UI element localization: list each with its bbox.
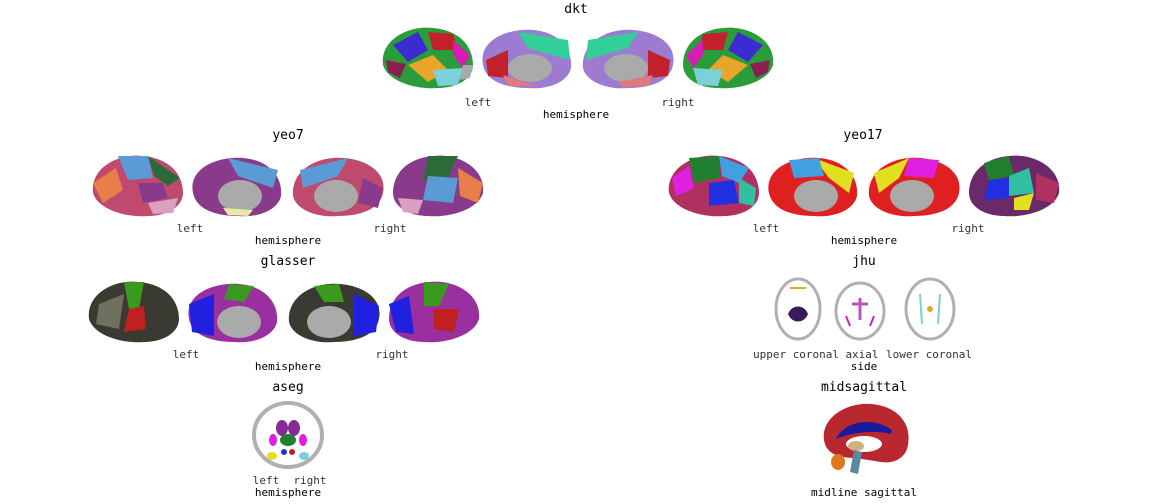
axis-label-yeo7: hemisphere	[254, 234, 322, 247]
view-label-midline-sagittal: midline sagittal	[811, 486, 917, 499]
axis-label-jhu: side	[850, 360, 878, 373]
brain-slices-jhu	[774, 277, 956, 341]
hemisphere-label-right: right	[661, 96, 695, 109]
panel-title-midsagittal: midsagittal	[820, 380, 908, 395]
panel-title-aseg: aseg	[272, 380, 304, 395]
hemisphere-label-left: left	[464, 96, 492, 109]
hemisphere-label-right: right	[951, 222, 985, 235]
hemisphere-label-right: right	[293, 474, 327, 487]
view-label-lower-coronal: lower coronal	[885, 348, 973, 361]
axis-label-glasser: hemisphere	[254, 360, 322, 373]
axis-label-dkt: hemisphere	[542, 108, 610, 121]
brain-surfaces-dkt	[382, 27, 774, 89]
panel-title-jhu: jhu	[852, 254, 876, 269]
hemisphere-label-right: right	[373, 222, 407, 235]
view-label-axial: axial	[845, 348, 879, 361]
hemisphere-label-right: right	[375, 348, 409, 361]
brain-surfaces-yeo7	[92, 155, 484, 217]
panel-title-yeo7: yeo7	[272, 128, 304, 143]
brain-surfaces-yeo17	[668, 155, 1060, 217]
brain-surfaces-glasser	[88, 281, 480, 343]
axis-label-yeo17: hemisphere	[830, 234, 898, 247]
brain-slice-aseg	[252, 401, 324, 469]
panel-title-glasser: glasser	[260, 254, 316, 269]
axis-label-aseg: hemisphere	[254, 486, 322, 499]
panel-title-yeo17: yeo17	[843, 128, 883, 143]
hemisphere-label-left: left	[752, 222, 780, 235]
panel-title-dkt: dkt	[564, 2, 588, 17]
hemisphere-label-left: left	[176, 222, 204, 235]
view-label-upper-coronal: upper coronal	[752, 348, 840, 361]
brain-slice-midsagittal	[823, 403, 909, 474]
hemisphere-label-left: left	[172, 348, 200, 361]
hemisphere-label-left: left	[252, 474, 280, 487]
